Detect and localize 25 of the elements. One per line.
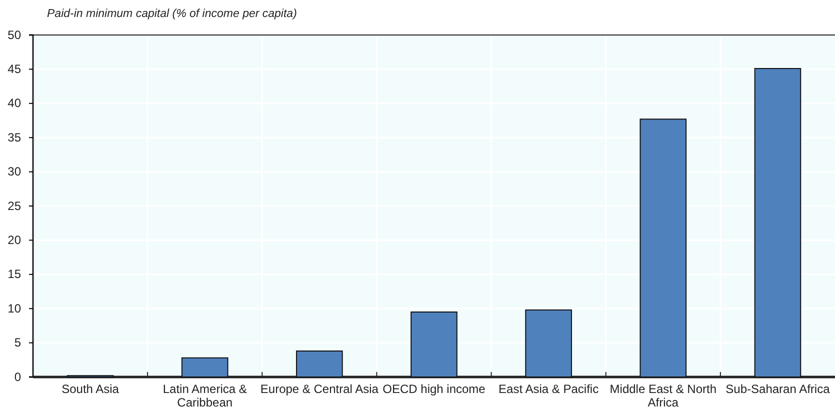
y-tick-label: 30: [8, 164, 22, 179]
x-tick-label: Middle East & North Africa: [610, 382, 716, 410]
y-tick-label: 20: [8, 233, 22, 248]
y-tick-label: 25: [8, 198, 22, 213]
y-tick-label: 50: [8, 28, 22, 42]
bar: [410, 312, 458, 378]
y-tick-label: 45: [8, 62, 22, 76]
x-tick-label: East Asia & Pacific: [498, 382, 599, 396]
x-tick-label: OECD high income: [382, 382, 486, 396]
bar: [525, 309, 572, 378]
y-tick-label: 35: [8, 130, 22, 144]
bar: [640, 118, 687, 378]
y-tick-label: 15: [8, 267, 22, 282]
y-tick-label: 0: [14, 370, 22, 384]
x-tick-label: Latin America & Caribbean: [162, 382, 247, 410]
x-tick-label: Europe & Central Asia: [260, 382, 379, 396]
bar: [181, 357, 228, 378]
y-tick-label: 10: [8, 301, 22, 316]
bar: [754, 68, 802, 378]
chart-title: Paid-in minimum capital (% of income per capita): [47, 8, 298, 20]
y-tick-label: 5: [14, 336, 22, 350]
bar: [296, 350, 343, 378]
y-tick-label: 40: [8, 96, 22, 110]
x-tick-label: South Asia: [62, 382, 120, 396]
x-tick-label: Sub-Saharan Africa: [726, 382, 830, 396]
